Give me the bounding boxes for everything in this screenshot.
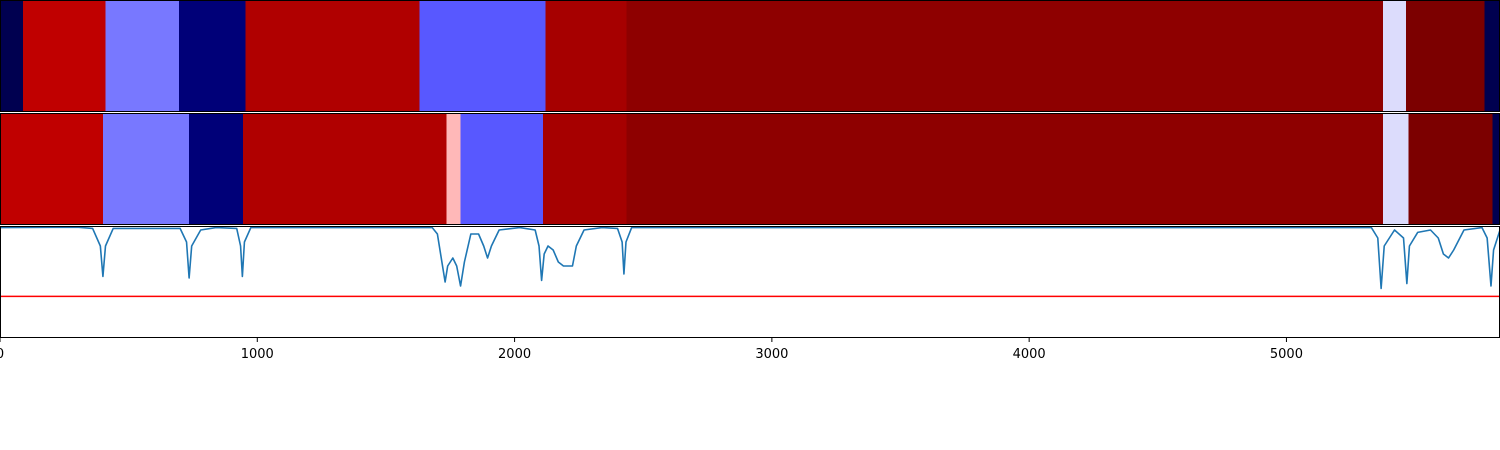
segment-top-8 — [1382, 0, 1407, 112]
segment-bottom-2 — [189, 113, 244, 225]
segment-top-9 — [1406, 0, 1485, 112]
segment-bottom-0 — [0, 113, 103, 225]
segment-bottom-3 — [243, 113, 447, 225]
x-tick-label-4000: 4000 — [1013, 347, 1046, 362]
segment-top-4 — [245, 0, 420, 112]
panel-frame-2 — [0, 226, 1500, 338]
segment-bottom-4 — [446, 113, 461, 225]
segment-top-7 — [626, 0, 1383, 112]
segment-bottom-9 — [1408, 113, 1493, 225]
segment-top-5 — [419, 0, 546, 112]
top-segment-strip — [0, 0, 1500, 112]
x-axis: 0 1000 2000 3000 4000 5000 — [0, 338, 1303, 362]
segment-bottom-10 — [1492, 113, 1500, 225]
x-tick-label-1000: 1000 — [241, 347, 274, 362]
signal-line — [0, 226, 1500, 290]
segment-top-1 — [23, 0, 106, 112]
segment-bottom-6 — [542, 113, 627, 225]
segment-top-2 — [105, 0, 179, 112]
segment-top-10 — [1484, 0, 1500, 112]
signal-panel — [0, 226, 1500, 298]
segment-bottom-1 — [102, 113, 190, 225]
segment-top-0 — [0, 0, 24, 112]
x-tick-label-5000: 5000 — [1270, 347, 1303, 362]
segment-bottom-7 — [626, 113, 1383, 225]
segment-top-6 — [545, 0, 627, 112]
bottom-segment-strip — [0, 113, 1500, 225]
segment-bottom-8 — [1382, 113, 1409, 225]
segment-top-3 — [178, 0, 246, 112]
x-tick-label-2000: 2000 — [498, 347, 531, 362]
x-tick-label-0: 0 — [0, 347, 4, 362]
segment-bottom-5 — [460, 113, 543, 225]
x-tick-label-3000: 3000 — [755, 347, 788, 362]
